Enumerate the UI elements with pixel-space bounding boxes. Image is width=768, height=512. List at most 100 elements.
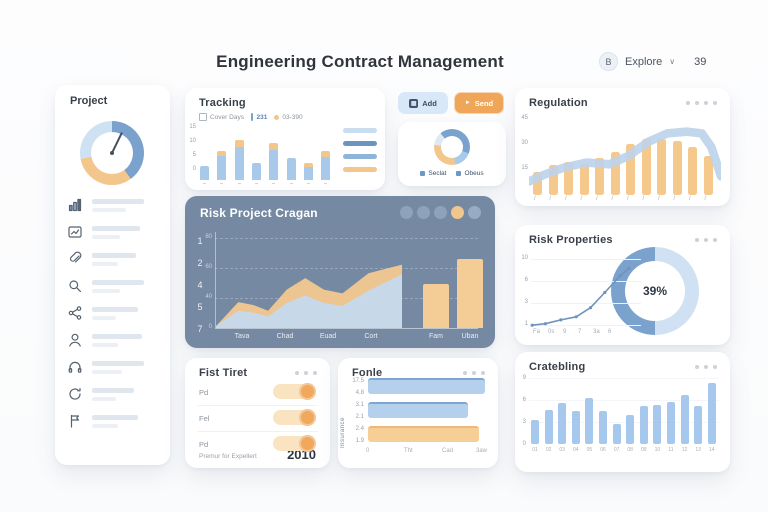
placeholder-line bbox=[92, 280, 144, 285]
bar bbox=[626, 144, 635, 195]
fist-panel: Fist Tiret Premur for Expellert 2010 Pd F… bbox=[185, 358, 330, 468]
bar bbox=[707, 383, 716, 444]
bar-segment-orange bbox=[269, 143, 279, 150]
x-tick-label: 03 bbox=[559, 447, 565, 453]
fonle-y-axis-label: Insurance bbox=[340, 417, 346, 448]
placeholder-line bbox=[92, 226, 140, 231]
sidebar-item-lines bbox=[92, 413, 138, 428]
bar bbox=[599, 411, 607, 444]
gridline bbox=[529, 378, 719, 379]
panel-tab-dot[interactable] bbox=[434, 206, 447, 219]
toggle-knob[interactable] bbox=[299, 409, 316, 426]
paperclip-icon bbox=[69, 251, 82, 263]
panel-tab-dot[interactable] bbox=[417, 206, 430, 219]
user-menu[interactable]: B Explore ∨ 39 bbox=[599, 52, 706, 71]
panel-tab-dot[interactable] bbox=[451, 206, 464, 219]
sidebar-item[interactable] bbox=[67, 359, 144, 375]
x-tick-label: 3aw bbox=[476, 448, 488, 454]
placeholder-line bbox=[92, 315, 116, 320]
x-tick-label: 11 bbox=[668, 447, 674, 453]
sidebar-item[interactable] bbox=[67, 278, 144, 294]
gridline bbox=[531, 325, 641, 326]
x-tick-label: / bbox=[704, 196, 707, 202]
cratebling-actions[interactable] bbox=[695, 365, 717, 369]
rail-number: 4 bbox=[197, 280, 203, 290]
toggle-slider[interactable] bbox=[273, 409, 316, 426]
send-button[interactable]: ► Send bbox=[454, 92, 504, 114]
legend-item: Cover Days bbox=[199, 113, 244, 121]
placeholder-line bbox=[92, 234, 120, 239]
tracking-panel: Tracking Cover Days 231 03-390 15 10 5 0 bbox=[185, 88, 385, 190]
toggle-slider[interactable] bbox=[273, 383, 316, 400]
x-tick-label: 09 bbox=[641, 447, 647, 453]
sidebar-item-lines bbox=[92, 386, 134, 401]
sidebar-item[interactable] bbox=[67, 224, 140, 240]
bar-segment-blue bbox=[303, 167, 313, 180]
user-avatar[interactable]: B bbox=[599, 52, 618, 71]
fist-actions[interactable] bbox=[295, 371, 317, 375]
sidebar-item[interactable] bbox=[67, 386, 134, 402]
sidebar-item[interactable] bbox=[67, 197, 144, 213]
panel-tab-dot[interactable] bbox=[468, 206, 481, 219]
sidebar-item[interactable] bbox=[67, 332, 142, 348]
sidebar-item[interactable] bbox=[67, 413, 138, 429]
x-tick-label: 14 bbox=[709, 447, 715, 453]
fonle-actions[interactable] bbox=[463, 371, 485, 375]
bar bbox=[672, 141, 682, 195]
toggle-knob[interactable] bbox=[299, 435, 316, 452]
bar bbox=[558, 403, 567, 444]
row-label: Fel bbox=[199, 414, 210, 423]
toggle-slider[interactable] bbox=[273, 435, 316, 452]
add-button[interactable]: ▦ Add bbox=[398, 92, 448, 114]
sidebar-item[interactable] bbox=[67, 251, 136, 267]
placeholder-line bbox=[92, 423, 118, 428]
tracking-legend: Cover Days 231 03-390 bbox=[199, 113, 303, 121]
x-tick-label: / bbox=[580, 196, 583, 202]
sidebar-item-lines bbox=[92, 224, 140, 239]
risk-properties-actions[interactable] bbox=[695, 238, 717, 242]
sidebar-item-lines bbox=[92, 197, 144, 212]
sidebar-title: Project bbox=[70, 95, 108, 107]
bar-chart-icon bbox=[68, 198, 82, 212]
x-tick-label: 07 bbox=[613, 447, 620, 453]
bar-segment-orange bbox=[303, 163, 313, 167]
risk-project-tabs[interactable] bbox=[400, 206, 481, 219]
summary-donut-panel: Seclat Obeus bbox=[398, 122, 506, 186]
gridline bbox=[215, 238, 478, 239]
regulation-panel: Regulation 45 30 15 / / / / / / / / / / / / bbox=[515, 88, 730, 206]
x-tick-label: Tht bbox=[404, 448, 413, 454]
placeholder-line bbox=[92, 199, 144, 204]
chevron-down-icon[interactable]: ∨ bbox=[669, 57, 676, 66]
x-tick-label: 9 bbox=[563, 329, 567, 335]
x-tick-label: 01 bbox=[532, 447, 538, 453]
bar bbox=[585, 398, 594, 444]
bar bbox=[531, 420, 539, 444]
sidebar-item-lines bbox=[92, 332, 142, 347]
bar bbox=[680, 395, 689, 444]
cratebling-panel: Cratebling 9 6 3 0 01 02 03 04 05 06 07 08 09 10 11 12 1… bbox=[515, 352, 730, 472]
gauge-pin bbox=[110, 151, 114, 155]
sidebar-item[interactable] bbox=[67, 305, 138, 321]
refresh-icon bbox=[69, 388, 81, 400]
legend-item: 03-390 bbox=[274, 113, 303, 121]
legend-label: 03-390 bbox=[282, 113, 303, 121]
y-tick-label: 1 bbox=[524, 321, 528, 327]
placeholder-line bbox=[92, 396, 116, 401]
y-tick-label: 2.1 bbox=[355, 414, 364, 420]
toggle-knob[interactable] bbox=[299, 383, 316, 400]
panel-tab-dot[interactable] bbox=[400, 206, 413, 219]
bar bbox=[544, 410, 553, 444]
x-tick-label: / bbox=[549, 196, 552, 202]
bar bbox=[564, 162, 573, 195]
regulation-panel-actions[interactable] bbox=[686, 101, 717, 105]
y-tick-label: 3 bbox=[524, 299, 528, 305]
legend-swatch bbox=[250, 113, 254, 121]
x-tick-label: 05 bbox=[586, 447, 593, 453]
legend-label: Seclat bbox=[428, 170, 447, 177]
bar-segment-blue bbox=[217, 156, 227, 180]
divider bbox=[197, 405, 318, 406]
placeholder-line bbox=[92, 334, 142, 339]
x-tick-mark bbox=[220, 183, 224, 184]
summary-donut-legend: Seclat Obeus bbox=[398, 170, 506, 177]
bar bbox=[548, 165, 558, 195]
